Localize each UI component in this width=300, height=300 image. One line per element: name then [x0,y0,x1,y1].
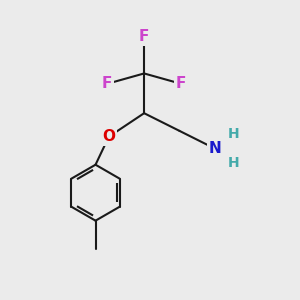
Text: F: F [176,76,186,91]
Text: O: O [102,129,115,144]
Text: N: N [208,141,221,156]
Text: H: H [228,156,240,170]
Text: F: F [139,29,149,44]
Text: F: F [102,76,112,91]
Text: H: H [228,127,240,141]
